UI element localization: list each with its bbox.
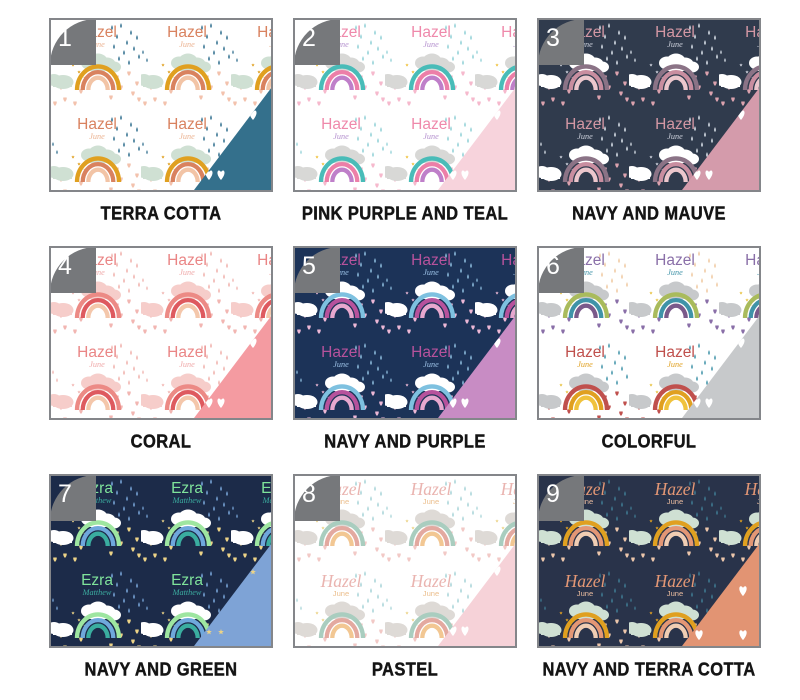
svg-text:1: 1 — [58, 24, 72, 52]
svg-text:3: 3 — [546, 24, 560, 52]
svg-text:4: 4 — [58, 252, 72, 280]
svg-text:6: 6 — [546, 252, 560, 280]
svg-text:5: 5 — [302, 252, 316, 280]
svg-text:2: 2 — [302, 24, 316, 52]
svg-text:9: 9 — [546, 480, 560, 508]
svg-text:8: 8 — [302, 480, 316, 508]
svg-text:7: 7 — [58, 480, 72, 508]
